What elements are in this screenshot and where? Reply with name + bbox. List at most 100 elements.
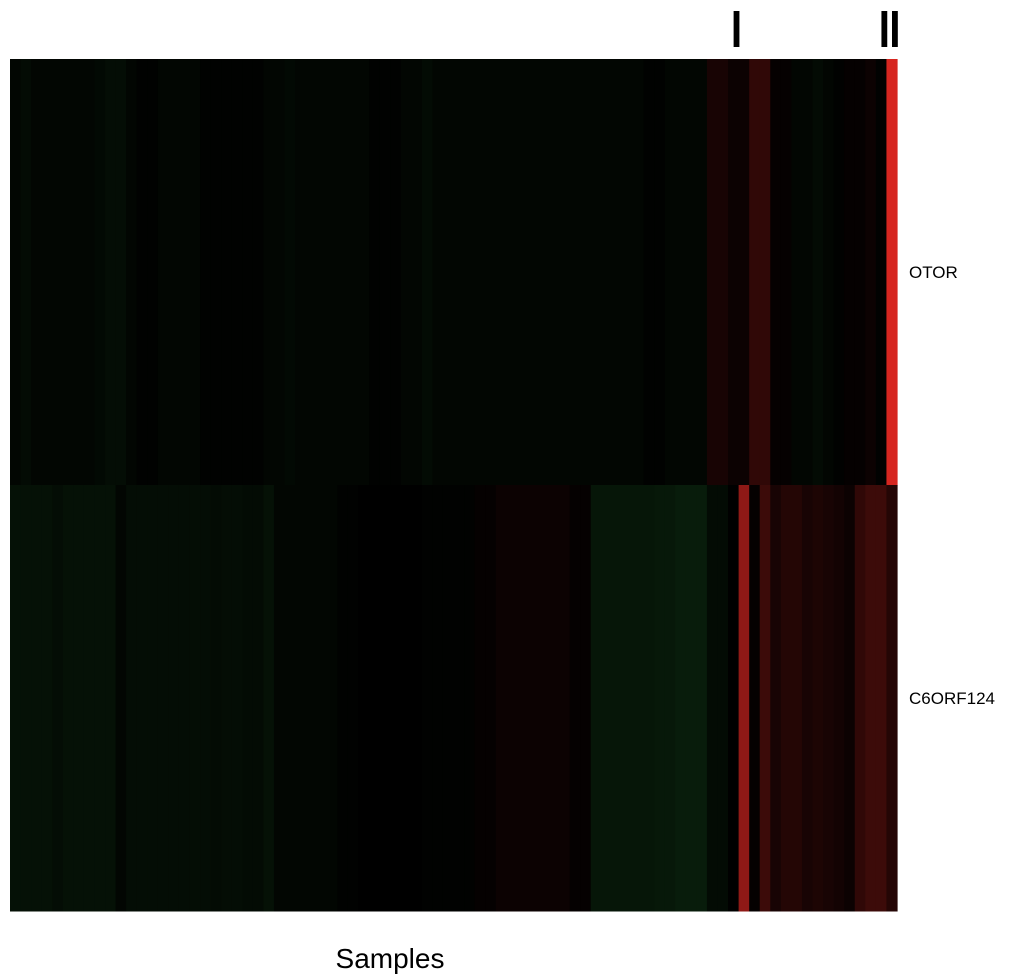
heatmap-cell [31,485,43,912]
heatmap-cell [685,59,697,486]
heatmap-cell [611,485,624,912]
heatmap-cell [611,59,624,486]
heatmap-cell [379,485,391,912]
heatmap-cell [622,59,634,486]
heatmap-cell [738,59,750,486]
heatmap-cell [527,485,539,912]
heatmap-cell [400,59,412,486]
heatmap-cell [464,485,476,912]
heatmap-cell [495,59,507,486]
heatmap-cell [62,485,74,912]
heatmap-cell [717,59,729,486]
heatmap-cell [62,59,74,486]
heatmap-cell [675,485,687,912]
heatmap-cell [136,485,148,912]
heatmap-cell [622,485,634,912]
heatmap-cell [590,59,602,486]
heatmap-cell [442,59,455,486]
sample-marker [881,11,888,47]
heatmap-cell [854,485,866,912]
heatmap-cell [516,59,529,486]
heatmap-cell [728,485,740,912]
heatmap-cell [316,59,328,486]
heatmap-cell [537,485,550,912]
row-label-otor: OTOR [909,263,958,282]
heatmap-cell [252,485,265,912]
heatmap-cell [189,485,201,912]
heatmap-cell [780,485,793,912]
heatmap-cell [200,59,212,486]
heatmap-cell [453,485,465,912]
heatmap-cell [52,485,64,912]
heatmap-cell [675,59,687,486]
heatmap-cell [569,485,581,912]
heatmap-cell [643,485,655,912]
heatmap-cell [738,485,750,912]
heatmap-cell [886,59,898,486]
heatmap-cell [442,485,455,912]
heatmap-cell [221,59,233,486]
heatmap-cell [801,485,814,912]
heatmap-cell [210,59,222,486]
heatmap-cell [390,59,402,486]
x-axis-label: Samples [336,943,445,974]
heatmap-cell [506,485,518,912]
heatmap-cell [411,59,423,486]
heatmap-cell [569,59,581,486]
heatmap-cell [73,485,85,912]
heatmap-cell [696,59,708,486]
heatmap-cell [390,485,402,912]
heatmap-cell [432,485,444,912]
heatmap-cell [791,485,803,912]
heatmap-cell [886,485,898,912]
heatmap-cell [157,485,169,912]
heatmap-cell [548,485,560,912]
heatmap-cell [685,485,697,912]
heatmap-cell [284,59,296,486]
heatmap-cell [812,59,824,486]
heatmap-cell [295,485,307,912]
heatmap-cell [643,59,655,486]
heatmap-cell [601,485,613,912]
heatmap-cell [537,59,550,486]
heatmap-cell [94,485,106,912]
heatmap-cell [221,485,233,912]
heatmap-cell [379,59,391,486]
heatmap-cell [875,485,888,912]
heatmap-cell [178,59,191,486]
heatmap-cell [474,59,486,486]
sample-marker [892,11,898,47]
heatmap-cell [696,485,708,912]
heatmap-cell [706,485,719,912]
heatmap-cell [590,485,602,912]
heatmap-cell [115,59,127,486]
heatmap-cell [601,59,613,486]
heatmap-cell [168,59,180,486]
heatmap-cell [759,59,771,486]
heatmap-cell [189,59,201,486]
heatmap-cell [358,485,370,912]
heatmap-cell [580,485,592,912]
heatmap-cell [474,485,486,912]
heatmap-cell [31,59,43,486]
heatmap-cell [73,59,85,486]
heatmap-cell [823,59,835,486]
heatmap-cell [559,485,571,912]
heatmap-cell [178,485,191,912]
heatmap-cell [147,59,159,486]
heatmap-cell [326,59,338,486]
heatmap-cell [411,485,423,912]
sample-marker [733,11,740,47]
heatmap-cell [252,59,265,486]
heatmap-cell [833,59,845,486]
heatmap-cell [664,59,676,486]
heatmap-cell [231,485,243,912]
heatmap-cell [168,485,180,912]
heatmap-cell [432,59,444,486]
heatmap-cell [485,485,497,912]
heatmap-cell [580,59,592,486]
heatmap-cell [844,59,856,486]
heatmap-cell [115,485,127,912]
heatmap-cell [157,59,169,486]
heatmap-cell [337,485,349,912]
